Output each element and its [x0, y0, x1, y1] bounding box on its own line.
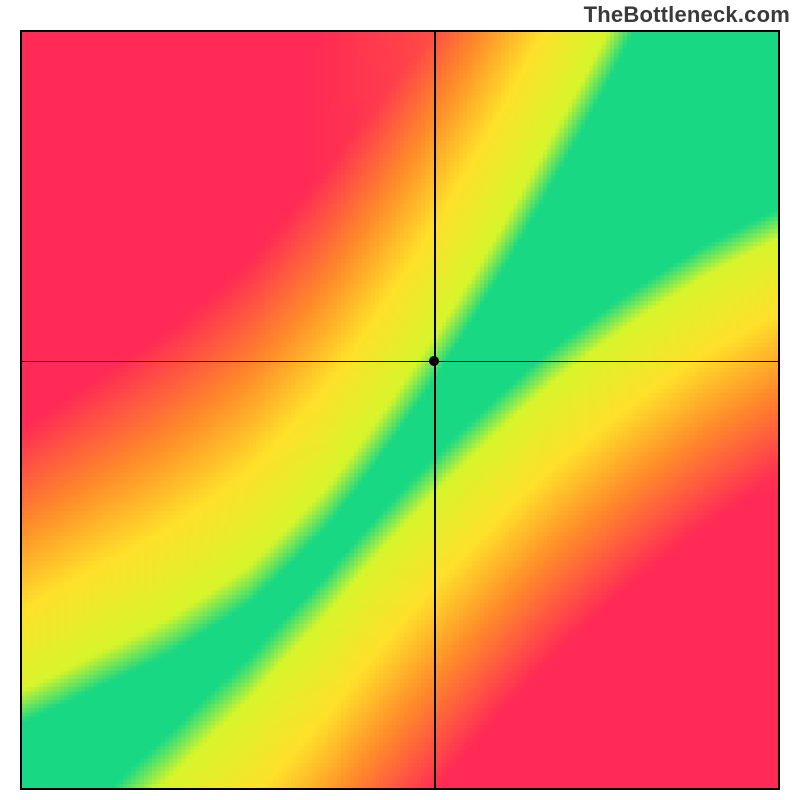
bottleneck-heatmap-plot	[20, 30, 780, 790]
page-root: TheBottleneck.com	[0, 0, 800, 800]
heatmap-canvas	[22, 32, 778, 788]
source-watermark: TheBottleneck.com	[584, 2, 790, 28]
